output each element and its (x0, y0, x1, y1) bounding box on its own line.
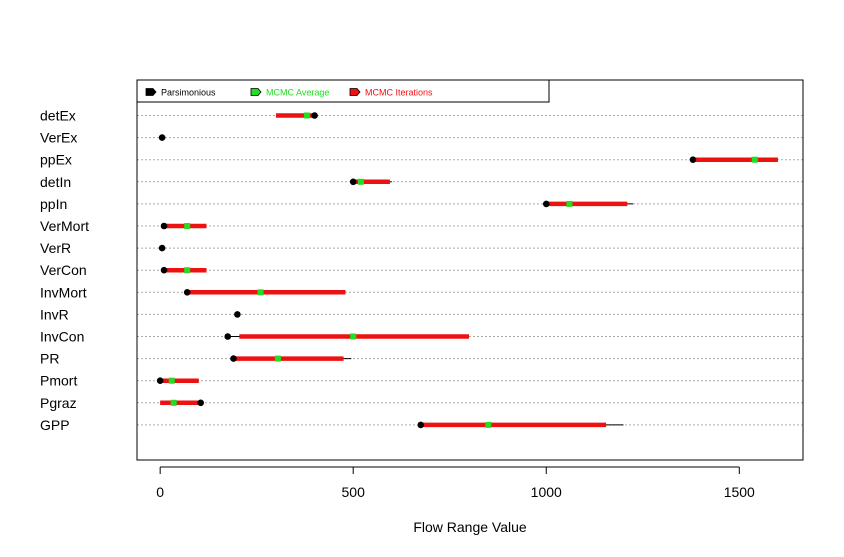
category-label: detIn (40, 174, 71, 190)
mcmc-average-point (168, 377, 175, 384)
x-axis-title: Flow Range Value (413, 519, 527, 535)
parsimonious-point (417, 421, 425, 429)
category-label: VerCon (40, 262, 87, 278)
parsimonious-point (183, 289, 191, 296)
parsimonious-point (689, 156, 697, 163)
mcmc-average-point (303, 112, 310, 119)
legend-box (136, 79, 550, 103)
mcmc-average-point (170, 399, 177, 406)
x-tick-label: 500 (342, 484, 366, 500)
legend-entry: MCMC Average (250, 88, 329, 98)
legend: Parsimonious MCMC Average MCMC Iterations (136, 79, 550, 103)
x-axis: 0 500 1000 1500 (156, 466, 755, 500)
legend-marker-icon (349, 88, 361, 96)
x-tick-label: 1500 (724, 484, 755, 500)
category-label: VerMort (40, 218, 89, 234)
category-label: ppIn (40, 196, 67, 212)
parsimonious-point (156, 377, 164, 385)
category-label: GPP (40, 417, 70, 433)
parsimonious-point (230, 355, 237, 362)
legend-label: MCMC Iterations (365, 88, 433, 98)
parsimonious-point (160, 266, 168, 274)
x-tick-label: 1000 (531, 484, 562, 500)
legend-marker-icon (250, 88, 262, 96)
mcmc-average-point (485, 421, 492, 428)
mcmc-average-point (257, 289, 264, 296)
category-label: detEx (40, 108, 76, 124)
parsimonious-point (224, 333, 232, 340)
legend-marker-icon (145, 88, 157, 96)
mcmc-average-point (350, 333, 357, 340)
mcmc-average-point (566, 200, 573, 207)
parsimonious-point (197, 399, 205, 407)
legend-label: Parsimonious (161, 88, 216, 98)
parsimonious-point (311, 112, 318, 119)
parsimonious-point (158, 244, 166, 252)
category-label: Pgraz (40, 395, 77, 411)
mcmc-average-point (184, 267, 191, 274)
category-label: InvCon (40, 329, 84, 345)
category-label: Pmort (40, 373, 77, 389)
legend-entry: Parsimonious (145, 88, 216, 98)
mcmc-average-point (751, 156, 758, 163)
parsimonious-point (234, 311, 241, 318)
mcmc-average-point (184, 223, 191, 229)
parsimonious-point (542, 200, 550, 208)
category-label: ppEx (40, 152, 72, 168)
grid-lines (137, 115, 803, 426)
category-label: InvR (40, 306, 69, 322)
parsimonious-point (349, 178, 357, 186)
category-label: InvMort (40, 284, 87, 300)
legend-label: MCMC Average (266, 88, 329, 98)
category-label: VerEx (40, 130, 77, 146)
category-label: PR (40, 351, 59, 367)
parsimonious-point (160, 222, 168, 230)
category-label: VerR (40, 240, 71, 256)
x-tick-label: 0 (156, 484, 164, 500)
category-labels: detEx VerEx ppEx detIn ppIn VerMort VerR VerCon… (40, 108, 89, 433)
mcmc-average-point (357, 178, 364, 185)
parsimonious-point (158, 134, 166, 141)
data-series (156, 112, 778, 429)
legend-entry: MCMC Iterations (349, 88, 433, 98)
mcmc-average-point (274, 355, 281, 362)
